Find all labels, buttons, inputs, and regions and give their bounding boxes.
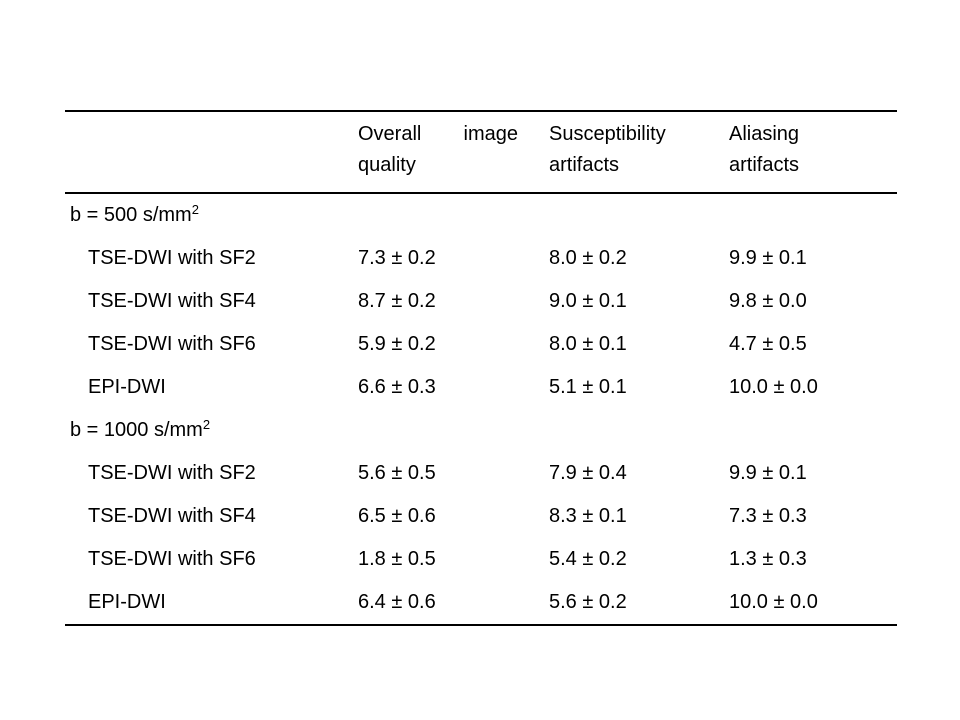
cell-aliasing-artifacts: 1.3 ± 0.3 [729,548,807,570]
cell-overall-image-quality: 5.9 ± 0.2 [358,333,436,355]
cell-aliasing-artifacts: 4.7 ± 0.5 [729,333,807,355]
table-row: EPI-DWI 6.4 ± 0.6 5.6 ± 0.2 10.0 ± 0.0 [65,581,897,625]
cell-susceptibility-artifacts: 8.3 ± 0.1 [549,505,627,527]
cell-overall-image-quality: 6.5 ± 0.6 [358,505,436,527]
table-row: EPI-DWI 6.6 ± 0.3 5.1 ± 0.1 10.0 ± 0.0 [65,366,897,409]
cell-overall-image-quality: 5.6 ± 0.5 [358,462,436,484]
section-row-b1000: b = 1000 s/mm2 [65,409,897,452]
section-label: b = 500 s/mm2 [65,193,897,237]
table-row: TSE-DWI with SF2 5.6 ± 0.5 7.9 ± 0.4 9.9… [65,452,897,495]
section-row-b500: b = 500 s/mm2 [65,193,897,237]
cell-susceptibility-artifacts: 9.0 ± 0.1 [549,290,627,312]
cell-overall-image-quality: 7.3 ± 0.2 [358,247,436,269]
section-label-text: b = 500 s/mm [70,203,192,226]
column-header-overall-image-quality: Overall image quality [358,111,549,193]
cell-susceptibility-artifacts: 8.0 ± 0.1 [549,333,627,355]
table-row: TSE-DWI with SF6 1.8 ± 0.5 5.4 ± 0.2 1.3… [65,538,897,581]
cell-overall-image-quality: 8.7 ± 0.2 [358,290,436,312]
cell-susceptibility-artifacts: 5.6 ± 0.2 [549,591,627,613]
section-label: b = 1000 s/mm2 [65,409,897,452]
header-line-2: quality [358,154,416,176]
header-row: Overall image quality Susceptibility art… [65,111,897,193]
row-label: TSE-DWI with SF2 [88,247,256,269]
header-word-overall: Overall [358,123,422,145]
cell-susceptibility-artifacts: 5.4 ± 0.2 [549,548,627,570]
row-label: TSE-DWI with SF6 [88,548,256,570]
header-line-1: Aliasing [729,123,800,145]
superscript: 2 [202,416,211,432]
cell-aliasing-artifacts: 7.3 ± 0.3 [729,505,807,527]
header-line-1: Susceptibility [549,123,666,145]
cell-susceptibility-artifacts: 5.1 ± 0.1 [549,376,627,398]
row-label: TSE-DWI with SF4 [88,290,256,312]
cell-overall-image-quality: 1.8 ± 0.5 [358,548,436,570]
cell-aliasing-artifacts: 9.8 ± 0.0 [729,290,807,312]
cell-aliasing-artifacts: 10.0 ± 0.0 [729,591,818,613]
row-label: TSE-DWI with SF4 [88,505,256,527]
row-label: EPI-DWI [88,376,166,398]
column-header-aliasing-artifacts: Aliasing artifacts [729,111,897,193]
section-label-text: b = 1000 s/mm [70,418,203,441]
superscript: 2 [191,201,199,217]
table-row: TSE-DWI with SF6 5.9 ± 0.2 8.0 ± 0.1 4.7… [65,323,897,366]
cell-aliasing-artifacts: 10.0 ± 0.0 [729,376,818,398]
cell-aliasing-artifacts: 9.9 ± 0.1 [729,462,807,484]
cell-overall-image-quality: 6.4 ± 0.6 [358,591,436,613]
row-label: EPI-DWI [88,591,166,613]
table-row: TSE-DWI with SF4 8.7 ± 0.2 9.0 ± 0.1 9.8… [65,280,897,323]
table-row: TSE-DWI with SF2 7.3 ± 0.2 8.0 ± 0.2 9.9… [65,237,897,280]
column-header-susceptibility-artifacts: Susceptibility artifacts [549,111,729,193]
cell-susceptibility-artifacts: 7.9 ± 0.4 [549,462,627,484]
table-row: TSE-DWI with SF4 6.5 ± 0.6 8.3 ± 0.1 7.3… [65,495,897,538]
image-quality-ratings-table: Overall image quality Susceptibility art… [65,110,897,626]
header-line-2: artifacts [549,154,620,176]
header-line-2: artifacts [729,154,800,176]
cell-overall-image-quality: 6.6 ± 0.3 [358,376,436,398]
column-header-empty [65,111,358,193]
cell-susceptibility-artifacts: 8.0 ± 0.2 [549,247,627,269]
row-label: TSE-DWI with SF2 [88,462,256,484]
header-word-image: image [463,123,518,145]
header-line-1: Overall image [358,119,518,150]
row-label: TSE-DWI with SF6 [88,333,256,355]
cell-aliasing-artifacts: 9.9 ± 0.1 [729,247,807,269]
